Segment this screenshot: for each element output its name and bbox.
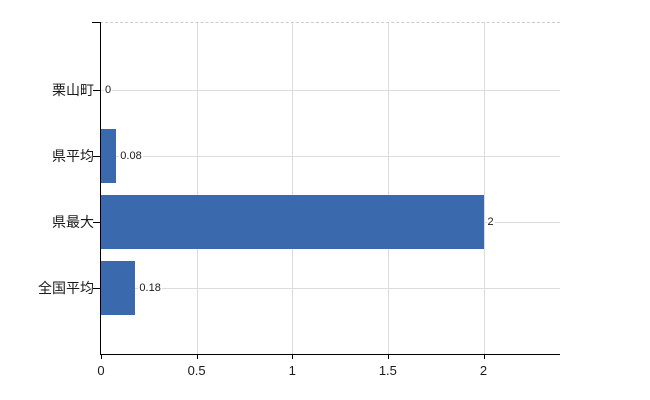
x-gridline bbox=[292, 23, 294, 354]
x-axis-tick bbox=[387, 354, 389, 359]
bar bbox=[101, 195, 484, 249]
y-axis-tick bbox=[93, 221, 100, 223]
bar bbox=[101, 261, 136, 315]
y-axis-top-tick bbox=[92, 22, 101, 23]
x-axis-tick bbox=[292, 354, 294, 359]
x-gridline bbox=[483, 23, 485, 354]
category-gridline bbox=[101, 287, 560, 289]
y-axis-tick bbox=[93, 155, 100, 157]
x-axis-tick-label: 1 bbox=[288, 363, 296, 378]
bar bbox=[101, 129, 117, 183]
category-label: 栗山町 bbox=[52, 82, 94, 98]
x-axis-tick-label: 0 bbox=[97, 363, 105, 378]
x-axis-tick bbox=[483, 354, 485, 359]
category-label: 県平均 bbox=[52, 148, 94, 164]
bar-value-label: 2 bbox=[486, 215, 495, 229]
category-label: 県最大 bbox=[52, 214, 94, 230]
x-axis-tick bbox=[101, 354, 102, 359]
category-gridline bbox=[101, 89, 560, 91]
bar-value-label: 0 bbox=[104, 83, 113, 97]
x-gridline bbox=[196, 23, 198, 354]
x-axis-tick bbox=[196, 354, 198, 359]
y-axis-tick bbox=[93, 287, 100, 289]
plot-area: 栗山町 0 県平均 0.08 県最大 2 全国平均 0.18 0 0.5 1 1.5 2 bbox=[38, 22, 560, 378]
bar-value-label: 0.08 bbox=[119, 149, 143, 163]
category-gridline bbox=[101, 155, 560, 157]
x-axis-tick-label: 1.5 bbox=[378, 363, 397, 378]
x-gridline bbox=[387, 23, 389, 354]
category-label: 全国平均 bbox=[38, 280, 94, 296]
bar-value-label: 0.18 bbox=[138, 281, 162, 295]
x-axis-tick-label: 0.5 bbox=[187, 363, 206, 378]
y-axis-tick bbox=[93, 89, 100, 91]
x-axis-tick-label: 2 bbox=[479, 363, 488, 378]
